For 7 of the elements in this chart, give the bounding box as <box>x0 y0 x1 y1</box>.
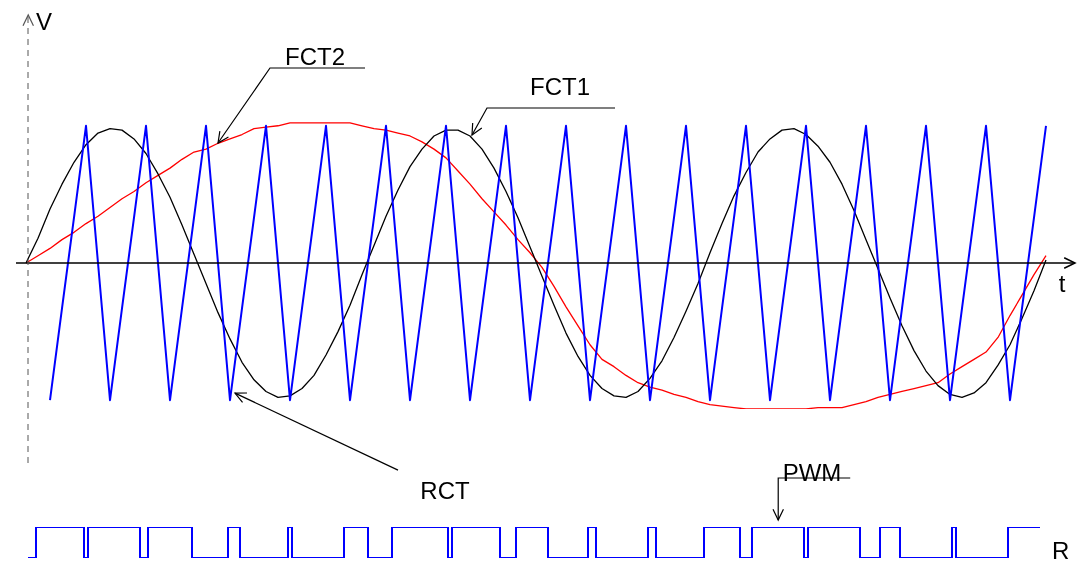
text: R <box>1052 536 1070 562</box>
text: FCT2 <box>285 42 345 70</box>
text: FCT1 <box>530 72 590 100</box>
text: RCT <box>420 476 470 504</box>
series-label: PWM <box>782 458 842 486</box>
y-axis-title: V <box>36 7 53 35</box>
x-axis-title: t <box>1058 269 1066 297</box>
